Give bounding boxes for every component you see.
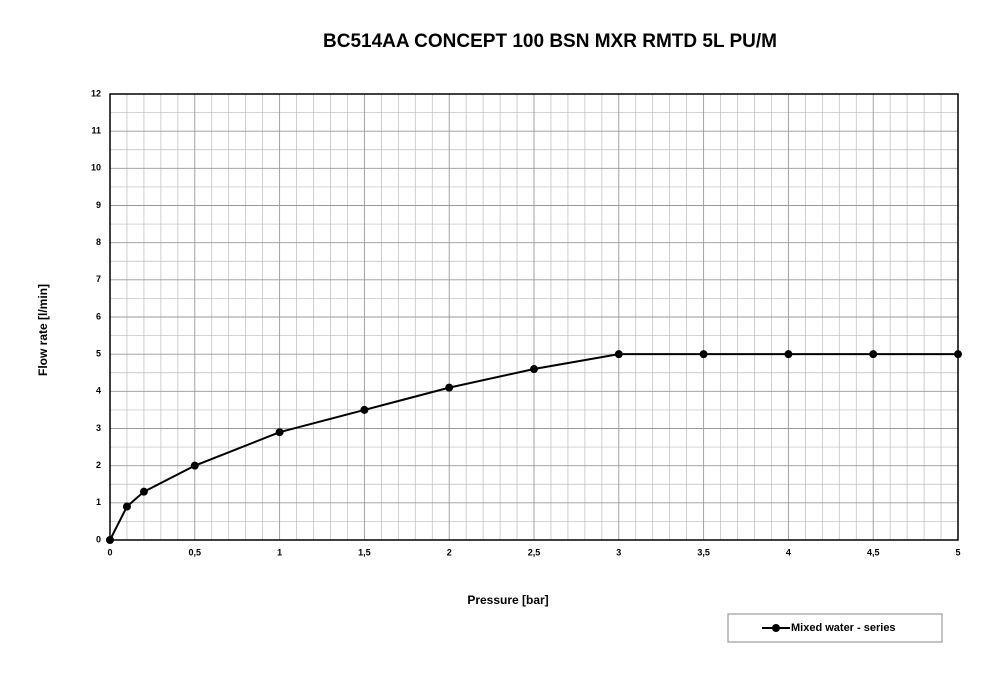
data-point (869, 350, 878, 359)
x-tick-label: 3,5 (697, 547, 710, 557)
y-tick-label: 9 (96, 200, 101, 210)
x-tick-label: 1 (277, 547, 282, 557)
x-tick-label: 1,5 (358, 547, 371, 557)
x-tick-label: 4 (786, 547, 791, 557)
data-point (190, 461, 199, 470)
y-tick-label: 3 (96, 423, 101, 433)
y-tick-label: 2 (96, 460, 101, 470)
data-point (106, 536, 114, 544)
y-tick-label: 10 (91, 163, 101, 173)
y-tick-label: 4 (96, 386, 101, 396)
y-tick-label: 7 (96, 274, 101, 284)
plot-frame (109, 93, 959, 541)
x-tick-label: 0 (107, 547, 112, 557)
data-point (445, 383, 454, 392)
y-tick-label: 8 (96, 237, 101, 247)
data-point (139, 487, 148, 496)
legend-label: Mixed water - series (791, 622, 896, 634)
x-axis-label: Pressure [bar] (467, 593, 548, 607)
data-point (122, 502, 131, 511)
legend: Mixed water - series (727, 613, 943, 643)
data-point (530, 365, 538, 374)
y-tick-label: 12 (91, 88, 101, 98)
y-axis-label: Flow rate [l/min] (36, 284, 50, 376)
x-tick-label: 2 (447, 547, 452, 557)
x-tick-label: 2,5 (528, 547, 541, 557)
chart-title: BC514AA CONCEPT 100 BSN MXR RMTD 5L PU/M (323, 31, 777, 52)
data-point (614, 350, 623, 359)
y-tick-label: 0 (96, 534, 101, 544)
data-point (954, 350, 962, 359)
x-tick-label: 3 (616, 547, 621, 557)
x-tick-label: 5 (955, 547, 960, 557)
y-tick-label: 11 (91, 126, 101, 136)
x-tick-label: 0,5 (189, 547, 202, 557)
legend-marker (772, 624, 780, 632)
data-point (360, 405, 369, 414)
y-tick-label: 1 (96, 497, 101, 507)
y-tick-label: 6 (96, 311, 101, 321)
y-tick-label: 5 (96, 349, 101, 359)
data-point (275, 428, 284, 437)
data-point (699, 350, 708, 359)
data-point (784, 350, 793, 359)
x-tick-label: 4,5 (867, 547, 880, 557)
